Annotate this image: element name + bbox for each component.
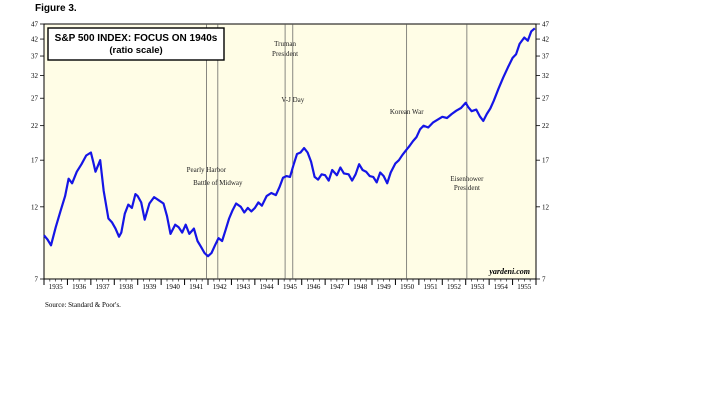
x-tick-label: 1944 bbox=[260, 283, 275, 291]
x-tick-label: 1945 bbox=[283, 283, 298, 291]
x-tick-label: 1941 bbox=[189, 283, 204, 291]
x-tick-label: 1935 bbox=[49, 283, 64, 291]
x-tick-label: 1953 bbox=[470, 283, 485, 291]
event-label: Eisenhower bbox=[450, 175, 484, 183]
event-label: President bbox=[454, 184, 480, 192]
y-tick-label-left: 7 bbox=[35, 276, 39, 284]
event-label: Korean War bbox=[390, 108, 424, 116]
x-tick-label: 1949 bbox=[377, 283, 392, 291]
x-tick-label: 1950 bbox=[400, 283, 415, 291]
event-markers: Pearly Harbor Battle of Midway Truman Presi… bbox=[187, 24, 484, 279]
chart-title: S&P 500 INDEX: FOCUS ON 1940s bbox=[55, 33, 218, 44]
sp500-line bbox=[43, 27, 536, 258]
y-tick-label-left: 27 bbox=[31, 95, 39, 103]
x-tick-label: 1948 bbox=[353, 283, 368, 291]
chart-subtitle: (ratio scale) bbox=[109, 45, 162, 56]
y-tick-label-left: 17 bbox=[31, 157, 39, 165]
y-tick-label-left: 47 bbox=[31, 21, 39, 29]
x-tick-label: 1943 bbox=[236, 283, 251, 291]
figure-label: Figure 3. bbox=[35, 3, 77, 14]
x-tick-label: 1954 bbox=[494, 283, 509, 291]
event-label: V-J Day bbox=[281, 96, 304, 104]
x-tick-label: 1942 bbox=[213, 283, 228, 291]
event-label: Pearly Harbor bbox=[187, 166, 227, 174]
y-tick-label-left: 12 bbox=[31, 203, 39, 211]
event-label: President bbox=[272, 50, 298, 58]
x-tick-label: 1952 bbox=[447, 283, 462, 291]
y-tick-label-right: 27 bbox=[542, 95, 550, 103]
y-tick-label-left: 37 bbox=[31, 53, 39, 61]
y-tick-label-right: 47 bbox=[542, 21, 550, 29]
y-tick-label-right: 32 bbox=[542, 72, 550, 80]
x-tick-label: 1940 bbox=[166, 283, 181, 291]
x-tick-label: 1951 bbox=[424, 283, 439, 291]
x-tick-label: 1936 bbox=[72, 283, 87, 291]
plot-area bbox=[43, 23, 537, 280]
y-tick-label-left: 22 bbox=[31, 122, 39, 130]
y-tick-label-left: 42 bbox=[31, 36, 39, 44]
x-tick-label: 1955 bbox=[517, 283, 532, 291]
sp500-chart: Pearly Harbor Battle of Midway Truman Presi… bbox=[31, 21, 550, 292]
y-tick-label-left: 32 bbox=[31, 72, 39, 80]
axes: 7 7 12 12 17 17 22 22 27 27 32 32 37 37 42 42 47 47 1935 19… bbox=[31, 21, 550, 292]
x-tick-label: 1937 bbox=[96, 283, 111, 291]
y-tick-label-right: 12 bbox=[542, 203, 550, 211]
watermark: yardeni.com bbox=[488, 267, 530, 276]
chart-title-box: S&P 500 INDEX: FOCUS ON 1940s (ratio sca… bbox=[47, 27, 225, 61]
series-layer bbox=[43, 27, 536, 258]
y-tick-label-right: 7 bbox=[542, 276, 546, 284]
y-tick-label-right: 37 bbox=[542, 53, 550, 61]
event-label: Battle of Midway bbox=[193, 179, 243, 187]
y-tick-label-right: 22 bbox=[542, 122, 550, 130]
x-tick-label: 1947 bbox=[330, 283, 345, 291]
x-tick-label: 1939 bbox=[142, 283, 157, 291]
y-tick-label-right: 17 bbox=[542, 157, 550, 165]
event-label: Truman bbox=[274, 40, 296, 48]
source-note: Source: Standard & Poor's. bbox=[45, 301, 121, 309]
y-tick-label-right: 42 bbox=[542, 36, 550, 44]
x-tick-label: 1938 bbox=[119, 283, 134, 291]
x-tick-label: 1946 bbox=[306, 283, 321, 291]
